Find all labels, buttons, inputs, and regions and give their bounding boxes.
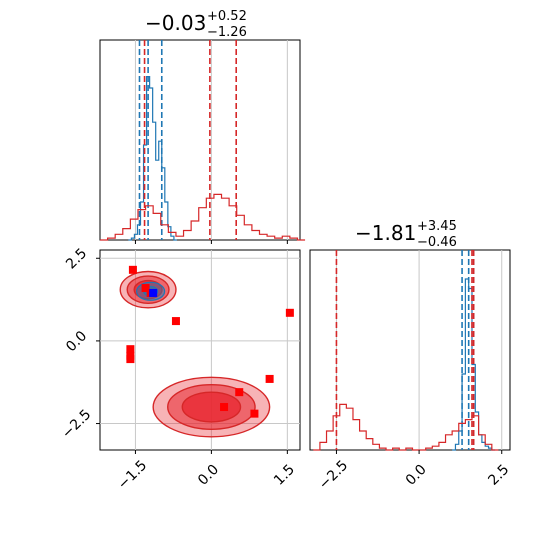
marginal-y-title-sup: +3.45 — [417, 219, 457, 234]
marginal-x-title-sub: −1.26 — [207, 25, 247, 40]
y-tick-label: 0.0 — [63, 328, 90, 355]
marginal-y-title-sub: −0.46 — [417, 235, 457, 250]
joint-panel: −1.5 0.0 1.5 2.5 0.0 −2.5 — [59, 245, 301, 493]
histogram-series-1 — [128, 76, 177, 241]
y-tick-label: −2.5 — [59, 407, 94, 442]
histogram-series-2 — [100, 193, 306, 241]
blue-sample-point — [149, 288, 158, 297]
red-sample-point — [285, 308, 294, 317]
contour-red-2-level-3 — [181, 391, 242, 423]
marginal-y-title: −1.81 — [355, 221, 416, 245]
red-sample-point — [128, 265, 137, 274]
marginal-x-panel: −0.03 +0.52 −1.26 — [99, 9, 306, 244]
red-sample-point — [265, 374, 274, 383]
red-sample-point — [126, 345, 135, 354]
x-tick-label: −1.5 — [115, 457, 150, 492]
red-sample-point — [126, 355, 135, 364]
marginal-y-panel: −2.5 0.0 2.5 −1.81 +3.45 −0.46 — [309, 219, 512, 493]
red-sample-point — [220, 403, 229, 412]
red-sample-point — [171, 317, 180, 326]
x-tick-label: 2.5 — [485, 462, 512, 489]
marginal-x-title: −0.03 — [145, 11, 206, 35]
y-tick-label: 2.5 — [63, 245, 90, 272]
x-tick-label: 0.0 — [195, 462, 222, 489]
marginal-x-title-sup: +0.52 — [207, 9, 247, 24]
x-tick-label: −2.5 — [316, 457, 351, 492]
red-sample-point — [141, 284, 150, 293]
red-sample-point — [235, 388, 244, 397]
histogram-series-2 — [313, 403, 499, 451]
x-tick-label: 0.0 — [403, 462, 430, 489]
red-sample-point — [250, 409, 259, 418]
x-tick-label: 1.5 — [271, 462, 298, 489]
